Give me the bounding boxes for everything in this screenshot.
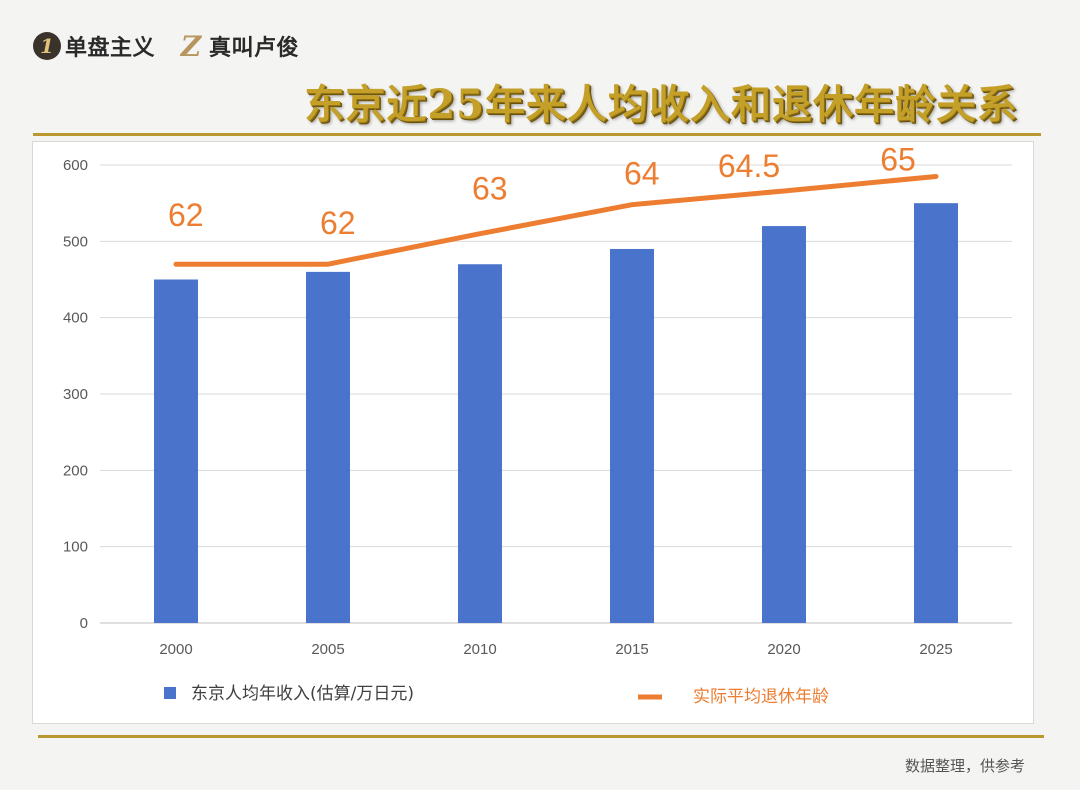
bar-2000 [154, 279, 198, 623]
bottom-divider [38, 735, 1044, 738]
line-data-label: 62 [168, 197, 204, 233]
line-data-label: 64.5 [718, 148, 780, 184]
bar-2010 [458, 264, 502, 623]
legend-line-label: 实际平均退休年龄 [693, 687, 829, 707]
brand-bar: 1 单盘主义 Z 真叫卢俊 [33, 29, 321, 63]
line-retirement-age [173, 173, 939, 267]
y-tick-label: 300 [63, 386, 88, 403]
chart-panel: 0 100 200 300 400 500 600 2000 2005 2010 2015 2020 2… [32, 141, 1034, 724]
y-tick-label: 200 [63, 462, 88, 479]
top-divider [33, 133, 1041, 136]
page-title: 东京近25年来人均收入和退休年龄关系 [304, 81, 1018, 128]
z-letter-icon: Z [180, 29, 202, 63]
legend-bar-label: 东京人均年收入(估算/万日元) [191, 684, 414, 704]
bar-2025 [914, 203, 958, 623]
x-tick-label: 2020 [767, 641, 800, 658]
y-tick-label: 600 [63, 157, 88, 174]
x-tick-label: 2005 [311, 641, 344, 658]
bar-2015 [610, 248, 654, 623]
footer-note: 数据整理，供参考 [904, 757, 1025, 775]
brand-label-lujun: 真叫卢俊 [209, 36, 300, 61]
line-data-label: 62 [320, 205, 356, 241]
line-data-label: 64 [624, 156, 660, 192]
y-tick-label: 500 [63, 233, 88, 250]
brand-item-danpan: 1 单盘主义 [33, 30, 155, 62]
x-tick-label: 2000 [159, 641, 192, 658]
y-tick-label: 100 [63, 539, 88, 556]
bar-2020 [762, 226, 806, 624]
x-tick-label: 2015 [615, 641, 648, 658]
legend-bar-swatch [164, 687, 176, 699]
combo-chart: 0 100 200 300 400 500 600 2000 2005 2010 2015 2020 2… [63, 142, 1012, 707]
brand-item-lujun: Z 真叫卢俊 [177, 29, 300, 63]
y-tick-label: 400 [63, 310, 88, 327]
line-data-label: 63 [472, 171, 508, 207]
x-tick-label: 2010 [463, 641, 496, 658]
brand-label-danpan: 单盘主义 [65, 36, 156, 61]
line-data-label: 65 [880, 142, 916, 177]
one-circle-icon: 1 [33, 32, 61, 60]
x-tick-label: 2025 [919, 641, 952, 658]
y-tick-label: 0 [80, 615, 88, 632]
bar-2005 [306, 271, 350, 623]
